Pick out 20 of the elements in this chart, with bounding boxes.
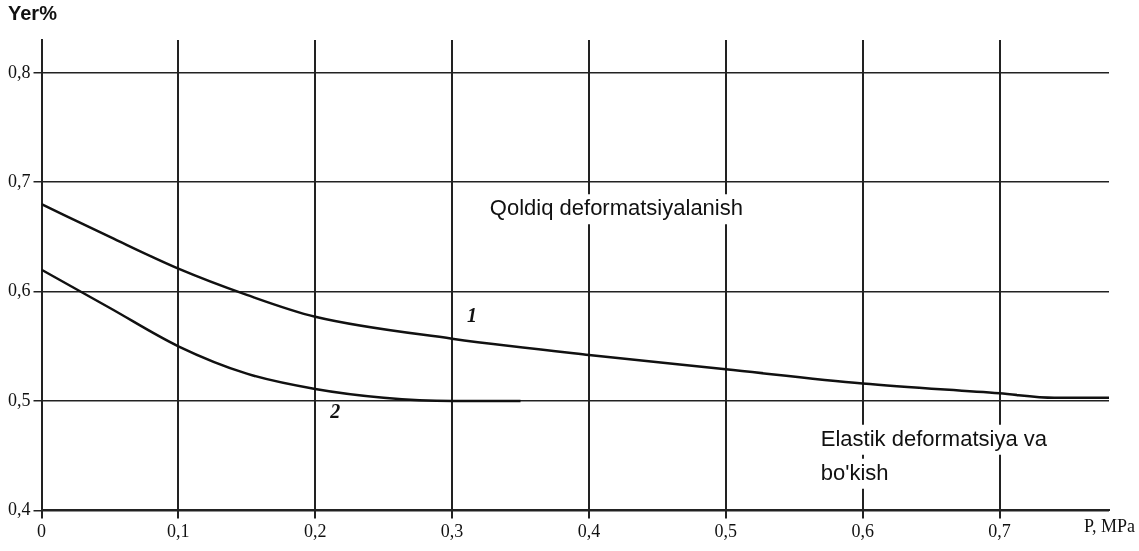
- y-tick-label: 0,6: [8, 280, 31, 301]
- series-label: 2: [329, 400, 341, 423]
- y-tick-label: 0,5: [8, 389, 31, 410]
- annotation: Qoldiq deformatsiyalanish: [489, 195, 743, 221]
- line-series: [41, 268, 522, 403]
- x-tick-label: 0,5: [714, 520, 738, 541]
- x-tick-label: 0: [37, 520, 46, 541]
- x-tick-label: 0,6: [851, 520, 874, 541]
- x-tick-label: 0,1: [167, 520, 190, 541]
- annotation: Elastik deformatsiya va bo'kish: [820, 425, 1048, 485]
- x-tick-label: 0,2: [303, 520, 327, 541]
- y-axis-title: Yer%: [8, 1, 58, 24]
- y-tick-label: 0,4: [8, 499, 31, 520]
- y-tick-label: 0,8: [8, 61, 31, 82]
- x-tick-label: 0,7: [988, 520, 1011, 541]
- series-label: 1: [467, 303, 478, 326]
- x-tick-label: 0,3: [440, 520, 464, 541]
- x-tick-label: 0,4: [577, 520, 601, 541]
- x-axis-title: P, MPa: [1083, 516, 1135, 537]
- y-tick-label: 0,7: [8, 170, 31, 191]
